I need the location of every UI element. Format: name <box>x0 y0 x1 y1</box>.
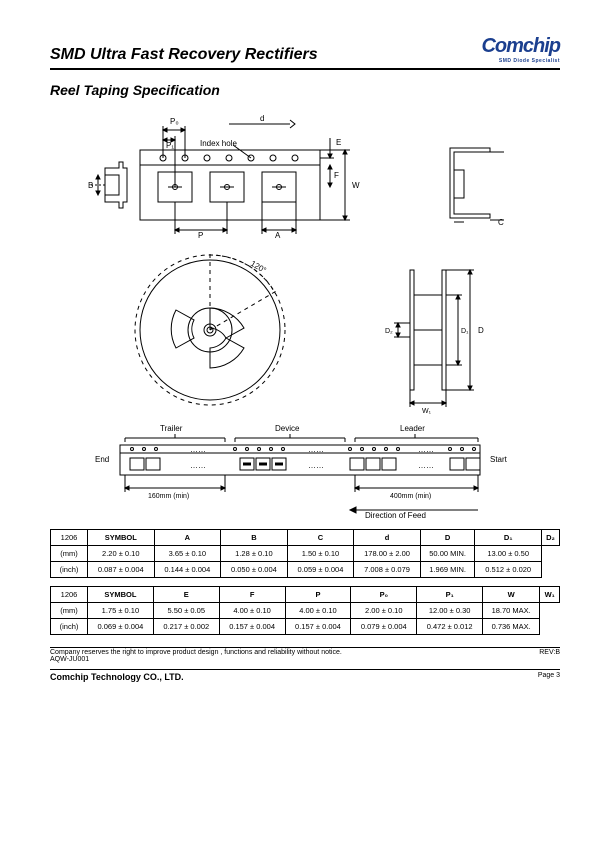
footer-note-row: Company reserves the right to improve pr… <box>50 647 560 656</box>
section-title: Reel Taping Specification <box>50 82 560 98</box>
value-cell: 7.008 ± 0.079 <box>354 562 421 578</box>
value-cell: 0.157 ± 0.004 <box>219 619 285 635</box>
footer-company: Comchip Technology CO., LTD. <box>50 672 184 682</box>
pkg-cell: 1206 <box>51 587 88 603</box>
svg-text:……: …… <box>190 461 206 470</box>
value-cell: 50.00 MIN. <box>420 546 475 562</box>
page-title: SMD Ultra Fast Recovery Rectifiers <box>50 46 318 64</box>
footer-page: Page 3 <box>538 672 560 682</box>
value-cell: 0.144 ± 0.004 <box>154 562 221 578</box>
label-f: F <box>334 171 339 180</box>
value-cell: 1.28 ± 0.10 <box>221 546 288 562</box>
label-device: Device <box>275 424 300 433</box>
label-start: Start <box>490 455 508 464</box>
logo-text: Comchip <box>481 35 560 58</box>
unit-cell: (mm) <box>51 603 88 619</box>
label-d1: D₁ <box>461 328 469 335</box>
value-cell: 0.512 ± 0.020 <box>475 562 542 578</box>
svg-text:……: …… <box>308 445 324 454</box>
footer-bottom: Comchip Technology CO., LTD. Page 3 <box>50 669 560 682</box>
label-p: P <box>198 231 203 240</box>
col-header: SYMBOL <box>88 587 154 603</box>
col-header: SYMBOL <box>88 530 155 546</box>
col-header: C <box>287 530 354 546</box>
value-cell: 5.50 ± 0.05 <box>153 603 219 619</box>
value-cell: 2.00 ± 0.10 <box>351 603 417 619</box>
svg-text:……: …… <box>308 461 324 470</box>
unit-cell: (inch) <box>51 619 88 635</box>
value-cell: 1.75 ± 0.10 <box>88 603 154 619</box>
footer-rev: REV:B <box>539 649 560 656</box>
label-d2: D₂ <box>385 328 393 335</box>
dimensions-table-1: 1206SYMBOLABCdDD₁D₂ (mm)2.20 ± 0.103.65 … <box>50 529 560 578</box>
value-cell: 1.50 ± 0.10 <box>287 546 354 562</box>
col-header: P₁ <box>417 587 483 603</box>
label-direction: Direction of Feed <box>365 511 426 520</box>
value-cell: 0.050 ± 0.004 <box>221 562 288 578</box>
brand-logo: Comchip SMD Diode Specialist <box>481 35 560 64</box>
value-cell: 3.65 ± 0.10 <box>154 546 221 562</box>
label-w1: W₁ <box>422 408 432 415</box>
label-d: d <box>260 114 264 123</box>
tape-top-diagram: P₀ P₁ d Index hole E F W B P A C <box>50 110 560 245</box>
unit-cell: (inch) <box>51 562 88 578</box>
svg-text:……: …… <box>190 445 206 454</box>
value-cell: 12.00 ± 0.30 <box>417 603 483 619</box>
value-cell: 0.157 ± 0.004 <box>285 619 351 635</box>
label-trailer: Trailer <box>160 424 183 433</box>
value-cell: 2.20 ± 0.10 <box>88 546 155 562</box>
value-cell: 18.70 MAX. <box>483 603 540 619</box>
col-header: d <box>354 530 421 546</box>
value-cell: 0.079 ± 0.004 <box>351 619 417 635</box>
col-header: W₁ <box>540 587 560 603</box>
value-cell: 178.00 ± 2.00 <box>354 546 421 562</box>
label-end: End <box>95 455 109 464</box>
label-c: C <box>498 218 504 227</box>
col-header: D <box>420 530 475 546</box>
label-b: B <box>88 181 93 190</box>
tape-strip-diagram: …… …… …… …… …… …… Trailer Device Lea <box>50 420 560 525</box>
label-p1: P₁ <box>166 141 174 150</box>
col-header: P <box>285 587 351 603</box>
pkg-cell: 1206 <box>51 530 88 546</box>
label-a: A <box>275 231 281 240</box>
col-header: E <box>153 587 219 603</box>
label-d-reel: D <box>478 326 484 335</box>
value-cell: 0.472 ± 0.012 <box>417 619 483 635</box>
value-cell: 0.059 ± 0.004 <box>287 562 354 578</box>
value-cell: 0.087 ± 0.004 <box>88 562 155 578</box>
col-header: B <box>221 530 288 546</box>
value-cell: 4.00 ± 0.10 <box>285 603 351 619</box>
value-cell: 0.736 MAX. <box>483 619 540 635</box>
value-cell: 4.00 ± 0.10 <box>219 603 285 619</box>
page-header: SMD Ultra Fast Recovery Rectifiers Comch… <box>50 35 560 70</box>
footer-note: Company reserves the right to improve pr… <box>50 649 342 656</box>
dimensions-table-2: 1206SYMBOLEFPP₀P₁WW₁ (mm)1.75 ± 0.105.50… <box>50 586 560 635</box>
reel-diagram: 120° D D₁ D₂ W₁ <box>50 245 560 420</box>
col-header: D₁ <box>475 530 542 546</box>
svg-text:……: …… <box>418 445 434 454</box>
svg-text:……: …… <box>418 461 434 470</box>
value-cell: 1.969 MIN. <box>420 562 475 578</box>
value-cell: 13.00 ± 0.50 <box>475 546 542 562</box>
col-header: A <box>154 530 221 546</box>
label-p0: P₀ <box>170 117 179 126</box>
label-leader: Leader <box>400 424 425 433</box>
unit-cell: (mm) <box>51 546 88 562</box>
col-header: F <box>219 587 285 603</box>
value-cell: 0.217 ± 0.002 <box>153 619 219 635</box>
logo-subtext: SMD Diode Specialist <box>499 58 560 64</box>
label-trailer-min: 160mm (min) <box>148 493 189 500</box>
label-angle: 120° <box>249 259 268 275</box>
col-header: P₀ <box>351 587 417 603</box>
col-header: D₂ <box>541 530 559 546</box>
label-leader-min: 400mm (min) <box>390 493 431 500</box>
label-e: E <box>336 138 341 147</box>
footer-doc: AQW-JU001 <box>50 656 560 663</box>
col-header: W <box>483 587 540 603</box>
value-cell: 0.069 ± 0.004 <box>88 619 154 635</box>
label-w: W <box>352 181 360 190</box>
label-index: Index hole <box>200 139 237 148</box>
